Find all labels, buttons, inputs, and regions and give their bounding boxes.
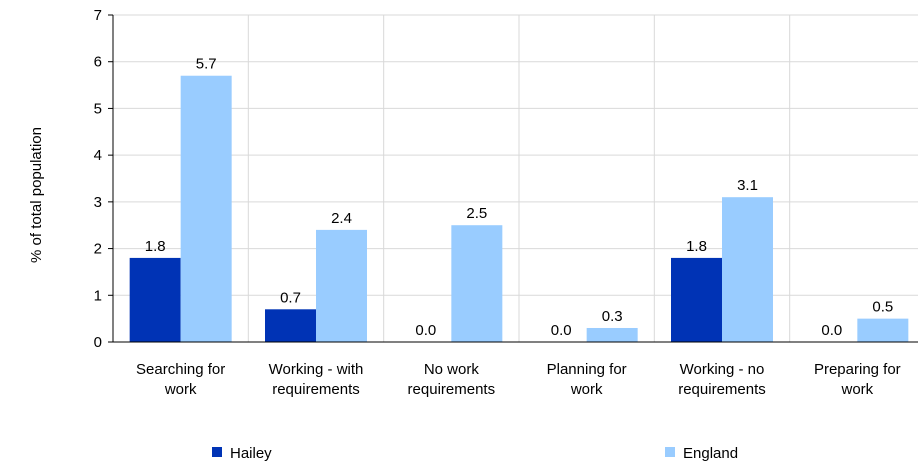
category-label: Working - with requirements	[269, 361, 364, 398]
legend-label-hailey: Hailey	[230, 445, 272, 462]
category-label: Searching for work	[136, 361, 225, 398]
category-label-line: Searching for	[136, 361, 225, 378]
legend-swatch-hailey	[212, 447, 222, 457]
bar-hailey	[671, 257, 722, 342]
bar-england	[451, 225, 503, 342]
data-label: 0.7	[280, 289, 301, 306]
bar-england	[316, 229, 367, 342]
data-label: 2.4	[331, 210, 352, 227]
data-label: 0.5	[872, 299, 893, 316]
legend-swatch-england	[665, 447, 675, 457]
category-label-line: Preparing for	[814, 361, 901, 378]
y-tick-label: 0	[94, 334, 102, 351]
category-label-line: Planning for	[547, 361, 627, 378]
category-label-line: requirements	[678, 381, 766, 398]
category-label-line: requirements	[408, 381, 496, 398]
category-label: Preparing for work	[814, 361, 901, 398]
axes	[108, 14, 918, 343]
bar-england	[180, 75, 232, 342]
category-label-line: work	[570, 381, 603, 398]
category-label-line: work	[164, 381, 197, 398]
bar-england	[722, 197, 773, 342]
category-label-line: requirements	[272, 381, 360, 398]
data-label: 0.0	[415, 322, 436, 339]
category-label-line: Working - with	[269, 361, 364, 378]
y-tick-label: 1	[94, 287, 102, 304]
y-tick-label: 7	[94, 7, 102, 24]
data-label: 2.5	[466, 205, 487, 222]
bar-england	[586, 327, 638, 342]
gridlines	[113, 14, 918, 342]
y-tick-label: 3	[94, 194, 102, 211]
data-label: 0.3	[602, 308, 623, 325]
bar-hailey	[129, 257, 181, 342]
y-tick-label: 5	[94, 100, 102, 117]
y-tick-label: 4	[94, 147, 102, 164]
category-label-line: No work	[424, 361, 480, 378]
category-label: Planning for work	[547, 361, 627, 398]
bar-england	[857, 318, 909, 342]
data-label: 1.8	[145, 238, 166, 255]
data-label: 3.1	[737, 177, 758, 194]
data-label: 1.8	[686, 238, 707, 255]
category-label: No work requirements	[408, 361, 496, 398]
data-label: 0.0	[821, 322, 842, 339]
data-label: 0.0	[551, 322, 572, 339]
y-tick-label: 6	[94, 54, 102, 71]
category-label-line: Working - no	[680, 361, 765, 378]
labels: 0 1 2 3 4 5 6 7 1.8 5.7 Searching for work 0.7 2.4 Wor…	[94, 7, 901, 398]
legend-label-england: England	[683, 445, 738, 462]
category-label: Working - no requirements	[678, 361, 766, 398]
legend: Hailey England	[212, 445, 738, 462]
data-label: 5.7	[196, 56, 217, 73]
bars	[129, 75, 909, 342]
y-axis-label: % of total population	[28, 127, 45, 263]
y-tick-label: 2	[94, 241, 102, 258]
bar-hailey	[265, 309, 316, 342]
category-label-line: work	[840, 381, 873, 398]
